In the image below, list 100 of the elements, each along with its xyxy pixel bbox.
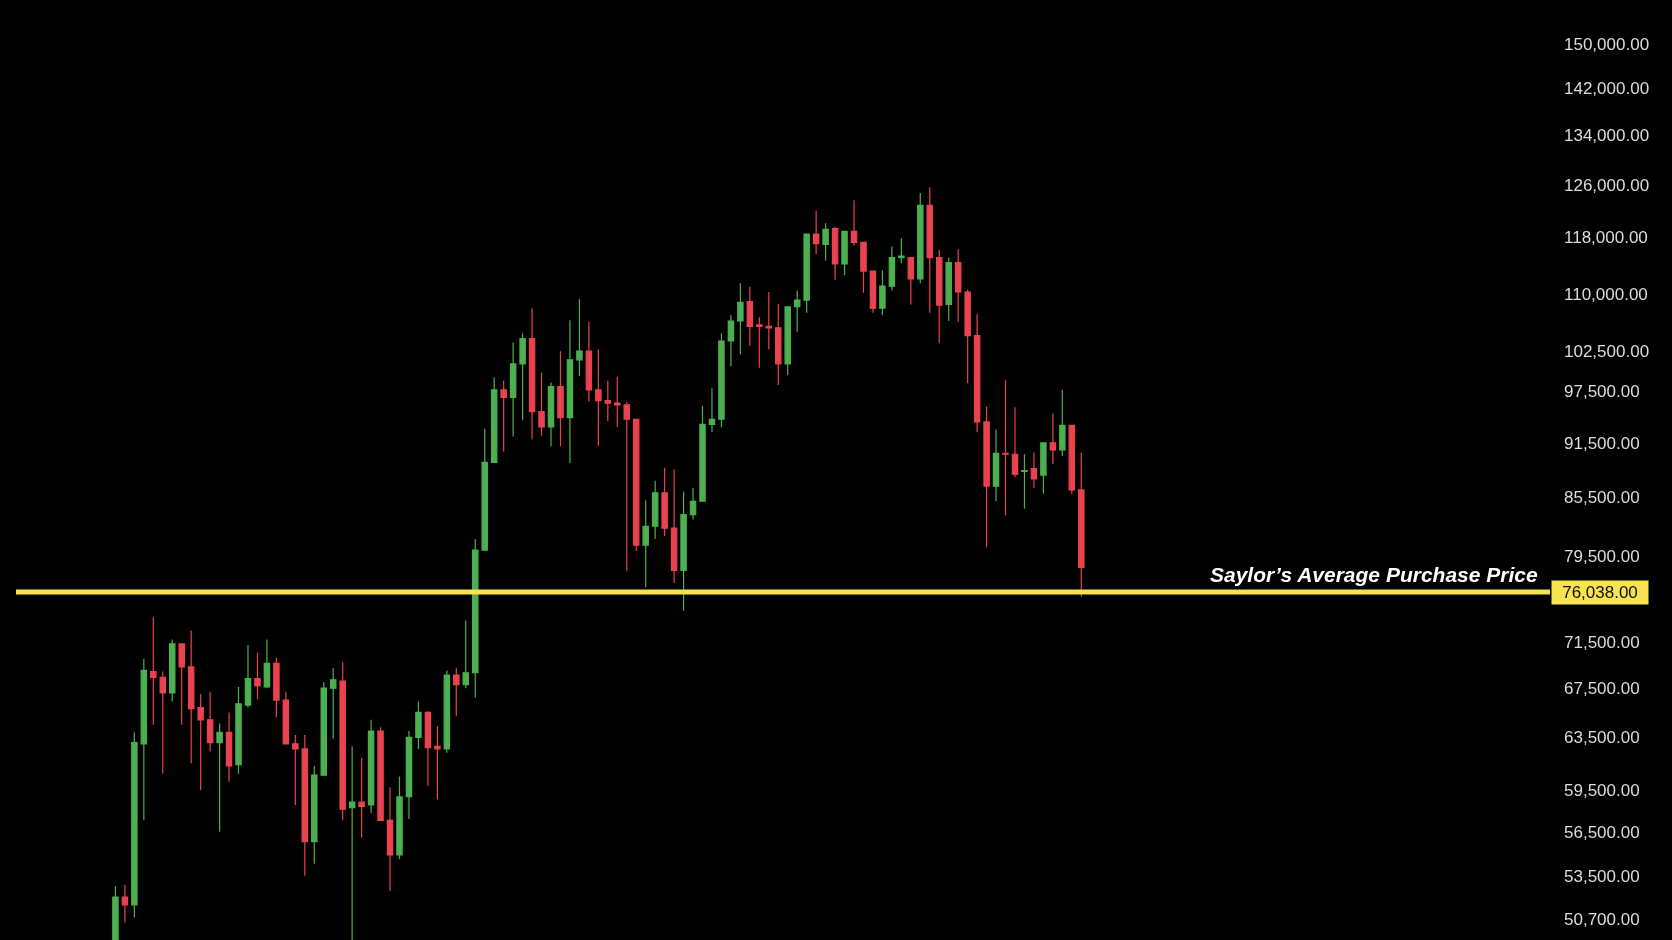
candlestick [358,757,365,838]
y-tick-label: 67,500.00 [1564,679,1640,699]
candlestick [632,418,640,552]
candlestick [434,725,441,801]
y-tick-label: 79,500.00 [1564,547,1640,567]
candlestick [462,619,470,689]
candlestick [954,248,962,323]
candlestick [784,306,791,376]
y-tick-label: 102,500.00 [1564,342,1650,362]
candlestick [775,303,782,386]
candlestick [263,638,271,689]
candlestick [670,469,678,584]
candlestick [150,616,157,726]
candlestick [850,199,858,247]
candlestick [718,332,725,428]
y-tick-label: 50,700.00 [1564,909,1640,929]
candlestick [367,719,375,814]
candlestick [282,691,290,745]
candlestick [604,380,612,422]
candlestick [377,726,384,821]
candlestick [386,786,394,892]
candlestick [206,691,214,753]
candlestick [756,316,763,369]
candlestick [273,657,280,718]
y-tick-label: 118,000.00 [1564,228,1648,248]
candlestick [557,350,564,447]
candlestick [424,710,432,787]
candlestick [320,681,327,776]
y-tick-label: 76,038.00 [1562,583,1638,602]
candlestick [727,314,735,367]
candlestick [490,376,498,463]
y-tick-label: 142,000.00 [1564,79,1650,99]
candlestick [415,700,422,750]
candlestick [1068,424,1076,495]
y-tick-label: 134,000.00 [1564,125,1650,145]
candlestick [348,745,356,940]
candlestick [746,286,754,347]
candlestick [235,686,242,775]
y-tick-label: 85,500.00 [1564,488,1640,508]
candlestick [879,269,886,316]
candlestick [765,291,773,351]
y-tick-label: 110,000.00 [1564,285,1648,305]
candlestick [197,693,204,791]
candlestick [595,348,602,447]
y-tick-label: 91,500.00 [1564,433,1640,453]
candlestick [1021,453,1028,510]
candlestick [1002,379,1009,517]
candlestick [168,638,176,703]
candlestick [831,226,839,281]
candlestick [528,307,536,440]
candlestick [917,192,924,284]
candlestick [898,237,905,264]
candlestick [140,658,148,821]
candlestick [509,341,517,438]
candlestick [680,491,687,612]
y-tick-label: 97,500.00 [1564,382,1640,402]
candlestick [614,376,621,428]
candlestick [1030,451,1038,489]
candlestick [405,730,413,820]
candlestick [112,885,119,940]
candlestick [311,765,318,865]
candlestick [1078,451,1085,598]
candlestick [472,538,479,699]
candlestick [301,734,309,877]
candlestick [737,282,744,355]
candlestick [945,257,952,322]
candlestick [225,711,233,783]
candlestick [216,722,223,833]
candlestick [453,667,460,717]
y-tick-label: 126,000.00 [1564,175,1650,195]
ref-line-label: Saylor’s Average Purchase Price [1210,563,1538,586]
candlestick [1040,442,1047,495]
candlestick [1049,412,1057,465]
candlestick [481,428,488,551]
candlestick [983,405,990,548]
candlestick [500,380,507,453]
candlestick [888,245,896,292]
candlestick [699,405,706,502]
candlestick [121,884,129,923]
candlestick [1059,389,1066,457]
candlestick [254,652,261,700]
candlestick [329,667,337,740]
candlestick [822,222,829,262]
candlestick [907,257,915,306]
candlestick [1011,406,1019,478]
candlestick [178,643,185,726]
candlestick [547,381,555,447]
candlestick [187,629,195,764]
candlestick [538,372,545,437]
candlestick [708,387,716,433]
candlestick [793,289,801,333]
candlestick [661,467,668,537]
candlestick [689,487,697,521]
y-tick-label: 71,500.00 [1564,632,1640,652]
candlestick [292,734,299,806]
candlestick [339,661,346,821]
candlestick [396,775,403,860]
candlestick [159,670,167,775]
y-tick-label: 63,500.00 [1564,728,1640,748]
candlestick [623,401,631,572]
